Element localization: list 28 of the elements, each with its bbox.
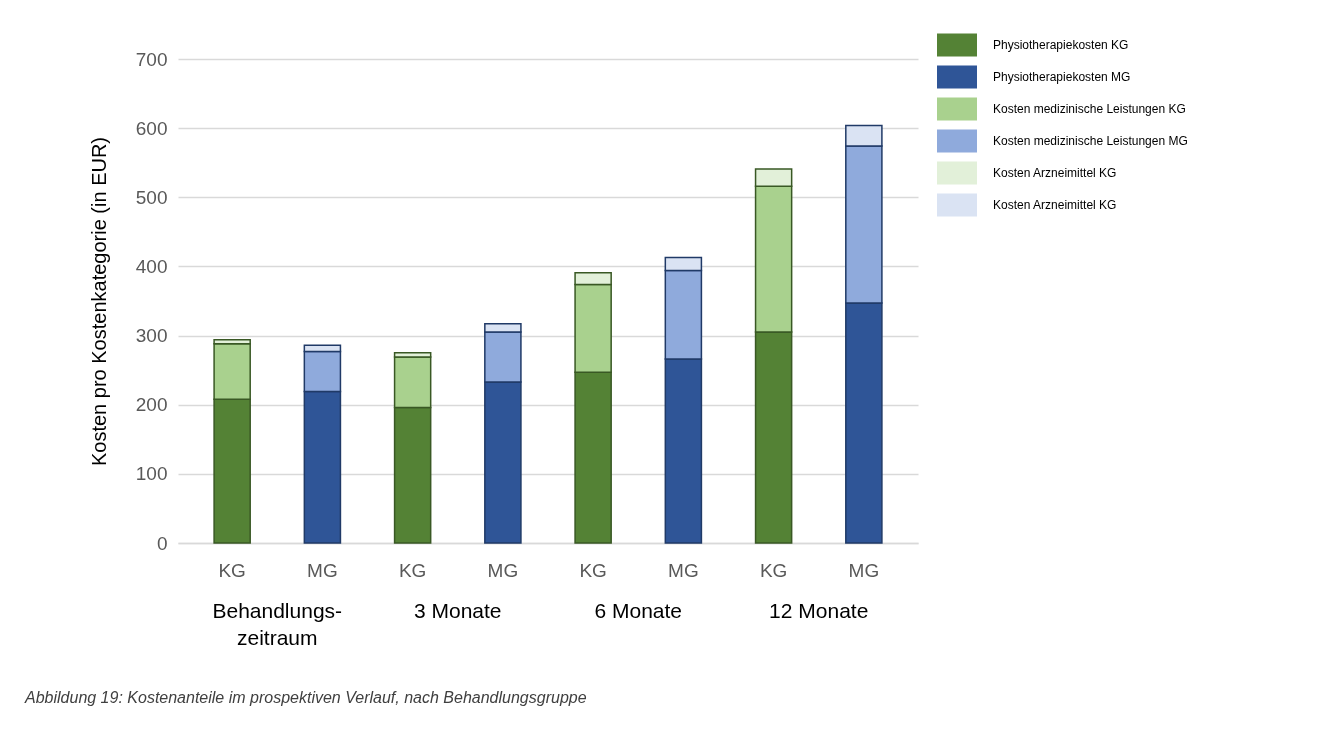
x-tick-label: MG [668, 559, 699, 581]
x-tick-label: KG [759, 559, 788, 581]
legend-label: Kosten Arzneimittel KG [993, 198, 1117, 212]
x-tick-label: MG [307, 559, 338, 581]
x-tick-label: KG [218, 559, 246, 581]
legend-label: Kosten medizinische Leistungen KG [993, 102, 1186, 116]
legend-label: Physiotherapiekosten MG [993, 70, 1131, 84]
x-tick-label: MG [848, 559, 880, 581]
text: 12 Monate [769, 599, 869, 622]
text: 6 Monate [594, 599, 683, 622]
text: Behandlungs- zeitraum [212, 599, 343, 649]
legend-label: Kosten medizinische Leistungen MG [993, 134, 1188, 148]
legend-label: Physiotherapiekosten KG [993, 38, 1129, 52]
y-tick-label: 500 [135, 186, 168, 208]
y-tick-label: 300 [135, 325, 168, 347]
y-tick-label: 400 [135, 255, 168, 277]
text: Abbildung 19: Kostenanteile im prospektiven Verlauf, nach Behandlungsgruppe [25, 689, 587, 707]
x-tick-label: KG [579, 559, 607, 581]
x-tick-label: MG [487, 559, 519, 581]
x-tick-label: KG [398, 559, 427, 581]
y-axis-title: Kosten pro Kostenkategorie (in EUR) [87, 136, 110, 467]
y-tick-label: 600 [135, 117, 168, 139]
y-tick-label: 0 [156, 532, 168, 554]
text: 3 Monate [413, 599, 502, 622]
y-tick-label: 700 [135, 48, 168, 70]
y-tick-label: 200 [135, 394, 168, 416]
y-tick-label: 100 [135, 463, 168, 485]
legend-label: Kosten Arzneimittel KG [993, 166, 1117, 180]
